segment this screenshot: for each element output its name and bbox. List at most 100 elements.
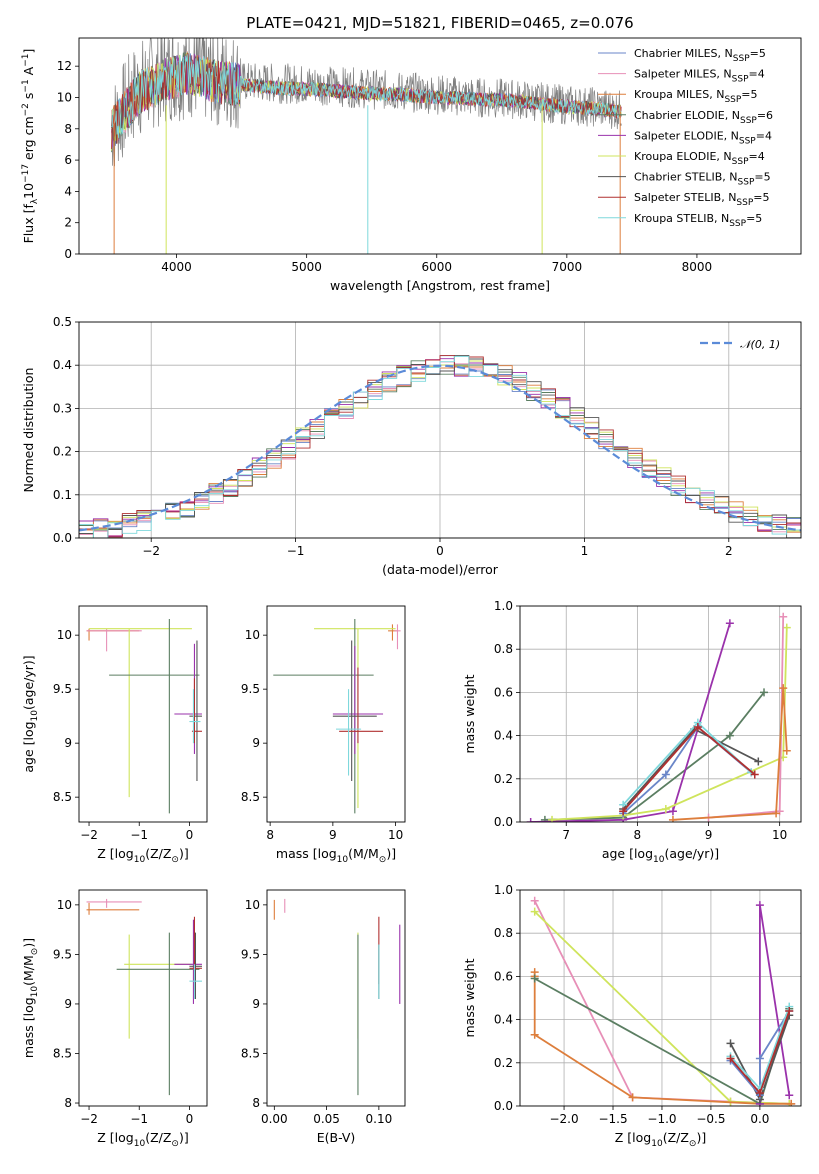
y-tick-label: 9.5 <box>241 947 260 961</box>
label-part: age [log <box>21 721 36 772</box>
label-part: Kroupa MILES, N <box>634 88 724 101</box>
y-tick-label: 12 <box>57 59 72 73</box>
weight-point <box>726 1039 735 1048</box>
label-part: 10 <box>134 1139 146 1149</box>
label-part: −1 <box>21 54 31 67</box>
legend-label: 𝒩(0, 1) <box>740 338 780 351</box>
plot-area <box>520 890 801 1106</box>
weight-line-kroupa_elodie <box>551 627 788 821</box>
axes-frame <box>78 321 802 539</box>
weight-point <box>530 896 539 905</box>
weight-point <box>526 818 535 822</box>
residual-histogram-salpeter_stelib <box>79 355 801 538</box>
label-part: )] <box>696 1130 706 1145</box>
y-tick-label: 0.4 <box>494 729 513 743</box>
axes-weight_vs_Z: −2.0 −1.5 −1.0 −0.5 0.0 0.0 0.2 0.4 0.6 0.8 1.0 Z [… <box>462 883 802 1149</box>
plot-area <box>273 618 401 814</box>
label-part: Kroupa ELODIE, N <box>634 150 732 163</box>
weight-point <box>540 815 549 822</box>
label-part: (M/M <box>21 955 36 986</box>
weight-point <box>785 1091 794 1100</box>
label-part: ⊙ <box>171 855 179 865</box>
x-tick-label: −2 <box>142 544 160 558</box>
weight-point <box>787 1099 796 1106</box>
y-tick-label: 8 <box>64 1096 72 1110</box>
x-tick-label: 10 <box>388 828 403 842</box>
label-part: 10 <box>337 855 349 865</box>
axes-frame <box>519 889 802 1107</box>
label-part: SSP <box>738 178 755 188</box>
label-part: 10 <box>30 710 40 722</box>
y-tick-label: 10 <box>245 898 260 912</box>
label-part: age [log <box>602 846 653 861</box>
y-axis-label: mass weight <box>462 674 477 753</box>
y-tick-label: 8 <box>64 122 72 136</box>
label-part: (Z/Z <box>663 1130 689 1145</box>
label-part: (age/yr)] <box>664 846 719 861</box>
weight-point <box>628 1093 637 1102</box>
weight-point <box>785 1006 794 1015</box>
label-part: −1 <box>21 79 31 92</box>
x-axis-label: wavelength [Angstrom, rest frame] <box>330 278 550 293</box>
y-tick-label: 9.5 <box>53 947 72 961</box>
legend-label: Chabrier STELIB, NSSP=5 <box>634 171 771 188</box>
axes-frame <box>78 889 208 1107</box>
label-part: =6 <box>757 109 773 122</box>
y-axis-label: Normed distribution <box>21 368 36 493</box>
x-axis-label: E(B-V) <box>317 1130 356 1145</box>
weight-point <box>548 815 557 822</box>
legend: Chabrier MILES, NSSP=5 Salpeter MILES, NS… <box>598 47 773 229</box>
label-part: SSP <box>733 54 750 64</box>
weight-point <box>755 901 764 910</box>
y-tick-label: 4 <box>64 184 72 198</box>
x-tick-label: 7000 <box>552 260 583 274</box>
y-tick-label: 6 <box>64 153 72 167</box>
plot-area <box>79 322 801 538</box>
legend-label: Salpeter MILES, NSSP=4 <box>634 68 765 85</box>
x-tick-label: 2 <box>725 544 733 558</box>
y-tick-label: 10 <box>57 628 72 642</box>
legend-label: Chabrier MILES, NSSP=5 <box>634 47 766 64</box>
label-part: s <box>21 93 36 104</box>
y-axis-label: mass weight <box>462 958 477 1037</box>
axes-frame <box>266 605 406 823</box>
axes-mass_vs_ebv: 0.00 0.05 0.10 8 8.5 9 9.5 10 E(B-V) <box>241 889 406 1145</box>
label-part: 10 <box>651 1139 663 1149</box>
x-tick-label: 0 <box>186 1112 194 1126</box>
label-part: 10 <box>30 986 40 998</box>
label-part: 10 <box>134 855 146 865</box>
y-tick-label: 0.2 <box>53 445 72 459</box>
weight-point <box>725 731 734 740</box>
weight-point <box>782 623 791 632</box>
spectrum-data-line <box>111 38 622 167</box>
label-part: mass [log <box>21 997 36 1058</box>
label-part: =4 <box>749 150 765 163</box>
y-tick-label: 9 <box>252 997 260 1011</box>
x-tick-label: 0.0 <box>750 1112 769 1126</box>
label-part: A <box>21 66 36 79</box>
label-part: Flux [f <box>21 204 36 244</box>
weight-point <box>661 770 670 779</box>
weight-point <box>530 1030 539 1039</box>
y-tick-label: 0.8 <box>494 926 513 940</box>
label-part: Chabrier ELODIE, N <box>634 109 740 122</box>
legend-label: Salpeter ELODIE, NSSP=4 <box>634 129 772 146</box>
label-part: ⊙ <box>171 1139 179 1149</box>
label-part: Z [log <box>615 1130 651 1145</box>
y-tick-label: 1.0 <box>494 599 513 613</box>
x-tick-label: 10 <box>772 828 787 842</box>
label-part: λ <box>30 198 40 204</box>
x-tick-label: 7 <box>562 828 570 842</box>
x-tick-label: 8000 <box>682 260 713 274</box>
y-tick-label: 10 <box>57 898 72 912</box>
x-tick-label: −1.5 <box>598 1112 627 1126</box>
label-part: Salpeter ELODIE, N <box>634 129 739 142</box>
y-tick-label: 0.6 <box>494 969 513 983</box>
y-tick-label: 9.5 <box>53 682 72 696</box>
x-tick-label: −2.0 <box>549 1112 578 1126</box>
y-tick-label: 2 <box>64 216 72 230</box>
label-part: erg cm <box>21 116 36 164</box>
y-tick-label: 8 <box>252 1096 260 1110</box>
label-part: (Z/Z <box>145 1130 171 1145</box>
